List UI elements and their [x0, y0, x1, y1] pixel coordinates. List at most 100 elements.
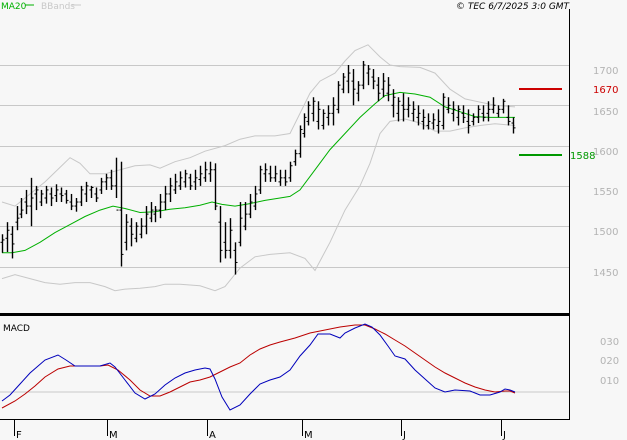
ohlc-bar — [466, 109, 471, 134]
ohlc-bar — [421, 109, 426, 130]
ohlc-bar — [298, 125, 303, 158]
ohlc-bar — [84, 181, 89, 203]
ohlc-bar — [238, 202, 243, 247]
ohlc-bar — [0, 234, 5, 253]
ohlc-bar — [223, 222, 228, 259]
ohlc-bar — [213, 163, 218, 211]
ohlc-bar — [396, 97, 401, 122]
ohlc-bar — [381, 73, 386, 98]
ohlc-bar — [198, 165, 203, 186]
ohlc-bar — [321, 109, 326, 130]
legend-ma20-label: MA20 — [1, 2, 27, 12]
ohlc-bar — [461, 105, 466, 124]
ohlc-bar — [346, 65, 351, 94]
ohlc-bar — [203, 161, 208, 182]
macd-tick-label: 010 — [600, 376, 619, 387]
ohlc-bar — [124, 214, 129, 251]
ohlc-bar — [406, 97, 411, 118]
ohlc-bar — [114, 157, 119, 211]
ohlc-bar — [356, 81, 361, 102]
ohlc-bar — [268, 165, 273, 182]
macd-tick-label: 020 — [600, 356, 619, 367]
ohlc-bar — [19, 197, 24, 219]
month-label: J — [402, 430, 406, 440]
ohlc-bar — [293, 149, 298, 166]
ohlc-bar — [491, 97, 496, 114]
resistance-label: 1670 — [593, 85, 618, 96]
ohlc-bar — [139, 218, 144, 239]
ohlc-bar — [411, 101, 416, 122]
ohlc-bar — [79, 185, 84, 207]
ohlc-bar — [188, 173, 193, 190]
ohlc-bar — [471, 113, 476, 126]
ohlc-bar — [258, 165, 263, 194]
ohlc-bar — [486, 101, 491, 122]
ohlc-bar — [361, 60, 366, 90]
ohlc-bar — [451, 101, 456, 122]
ohlc-bar — [311, 97, 316, 122]
month-label: M — [109, 430, 118, 440]
ohlc-bar — [446, 97, 451, 114]
ohlc-bar — [302, 113, 307, 138]
ohlc-bar — [178, 171, 183, 190]
ohlc-bar — [168, 177, 173, 203]
ohlc-bar — [441, 93, 446, 130]
ohlc-bar — [149, 202, 154, 223]
ohlc-bar — [331, 97, 336, 126]
ohlc-bar — [59, 187, 64, 203]
ohlc-bar — [376, 77, 381, 102]
ohlc-bar — [243, 202, 248, 231]
price-gridlines — [0, 65, 569, 268]
ohlc-bar — [89, 185, 94, 198]
ohlc-bar — [336, 81, 341, 114]
ohlc-bars — [0, 60, 516, 275]
ohlc-bar — [49, 187, 54, 207]
ohlc-bar — [34, 185, 39, 211]
ohlc-bar — [401, 93, 406, 122]
ohlc-bar — [426, 113, 431, 130]
ohlc-bar — [326, 105, 331, 126]
ohlc-bar — [64, 189, 69, 204]
ohlc-bar — [253, 185, 258, 211]
ohlc-bar — [218, 206, 223, 263]
ohlc-bar — [306, 101, 311, 126]
month-label: A — [209, 430, 216, 440]
ohlc-bar — [39, 189, 44, 207]
month-label: F — [16, 430, 22, 440]
ohlc-bar — [144, 206, 149, 235]
ohlc-bar — [119, 161, 124, 267]
macd-tick-label: 030 — [600, 337, 619, 348]
ohlc-bar — [173, 173, 178, 194]
copyright-timestamp: © TEC 6/7/2025 3:0 GMT — [456, 2, 571, 12]
price-axis: 1700 1650 1600 1550 1500 1450 — [593, 66, 618, 279]
ohlc-bar — [74, 197, 79, 212]
ohlc-bar — [386, 77, 391, 102]
price-tick-label: 1500 — [593, 227, 618, 238]
bollinger-lower-band — [1, 118, 516, 292]
bollinger-upper-band — [1, 44, 516, 207]
ohlc-bar — [183, 169, 188, 188]
ohlc-bar — [278, 169, 283, 186]
legend: MA20 BBands — [1, 2, 81, 12]
ohlc-bar — [228, 218, 233, 259]
ohlc-bar — [193, 169, 198, 190]
ohlc-bar — [283, 169, 288, 186]
ohlc-bar — [316, 101, 321, 130]
macd-line — [1, 323, 516, 411]
ohlc-bar — [351, 69, 356, 106]
ohlc-bar — [104, 173, 109, 190]
month-label: M — [304, 430, 313, 440]
support-label: 1588 — [570, 151, 595, 162]
ohlc-bar — [366, 65, 371, 86]
ohlc-bar — [163, 185, 168, 211]
ohlc-bar — [69, 193, 74, 211]
ohlc-bar — [54, 184, 59, 203]
ohlc-bar — [109, 169, 114, 190]
ohlc-bar — [288, 161, 293, 182]
month-label: J — [502, 430, 506, 440]
legend-bbands-label: BBands — [41, 2, 75, 12]
ohlc-bar — [371, 69, 376, 90]
ohlc-bar — [24, 189, 29, 215]
